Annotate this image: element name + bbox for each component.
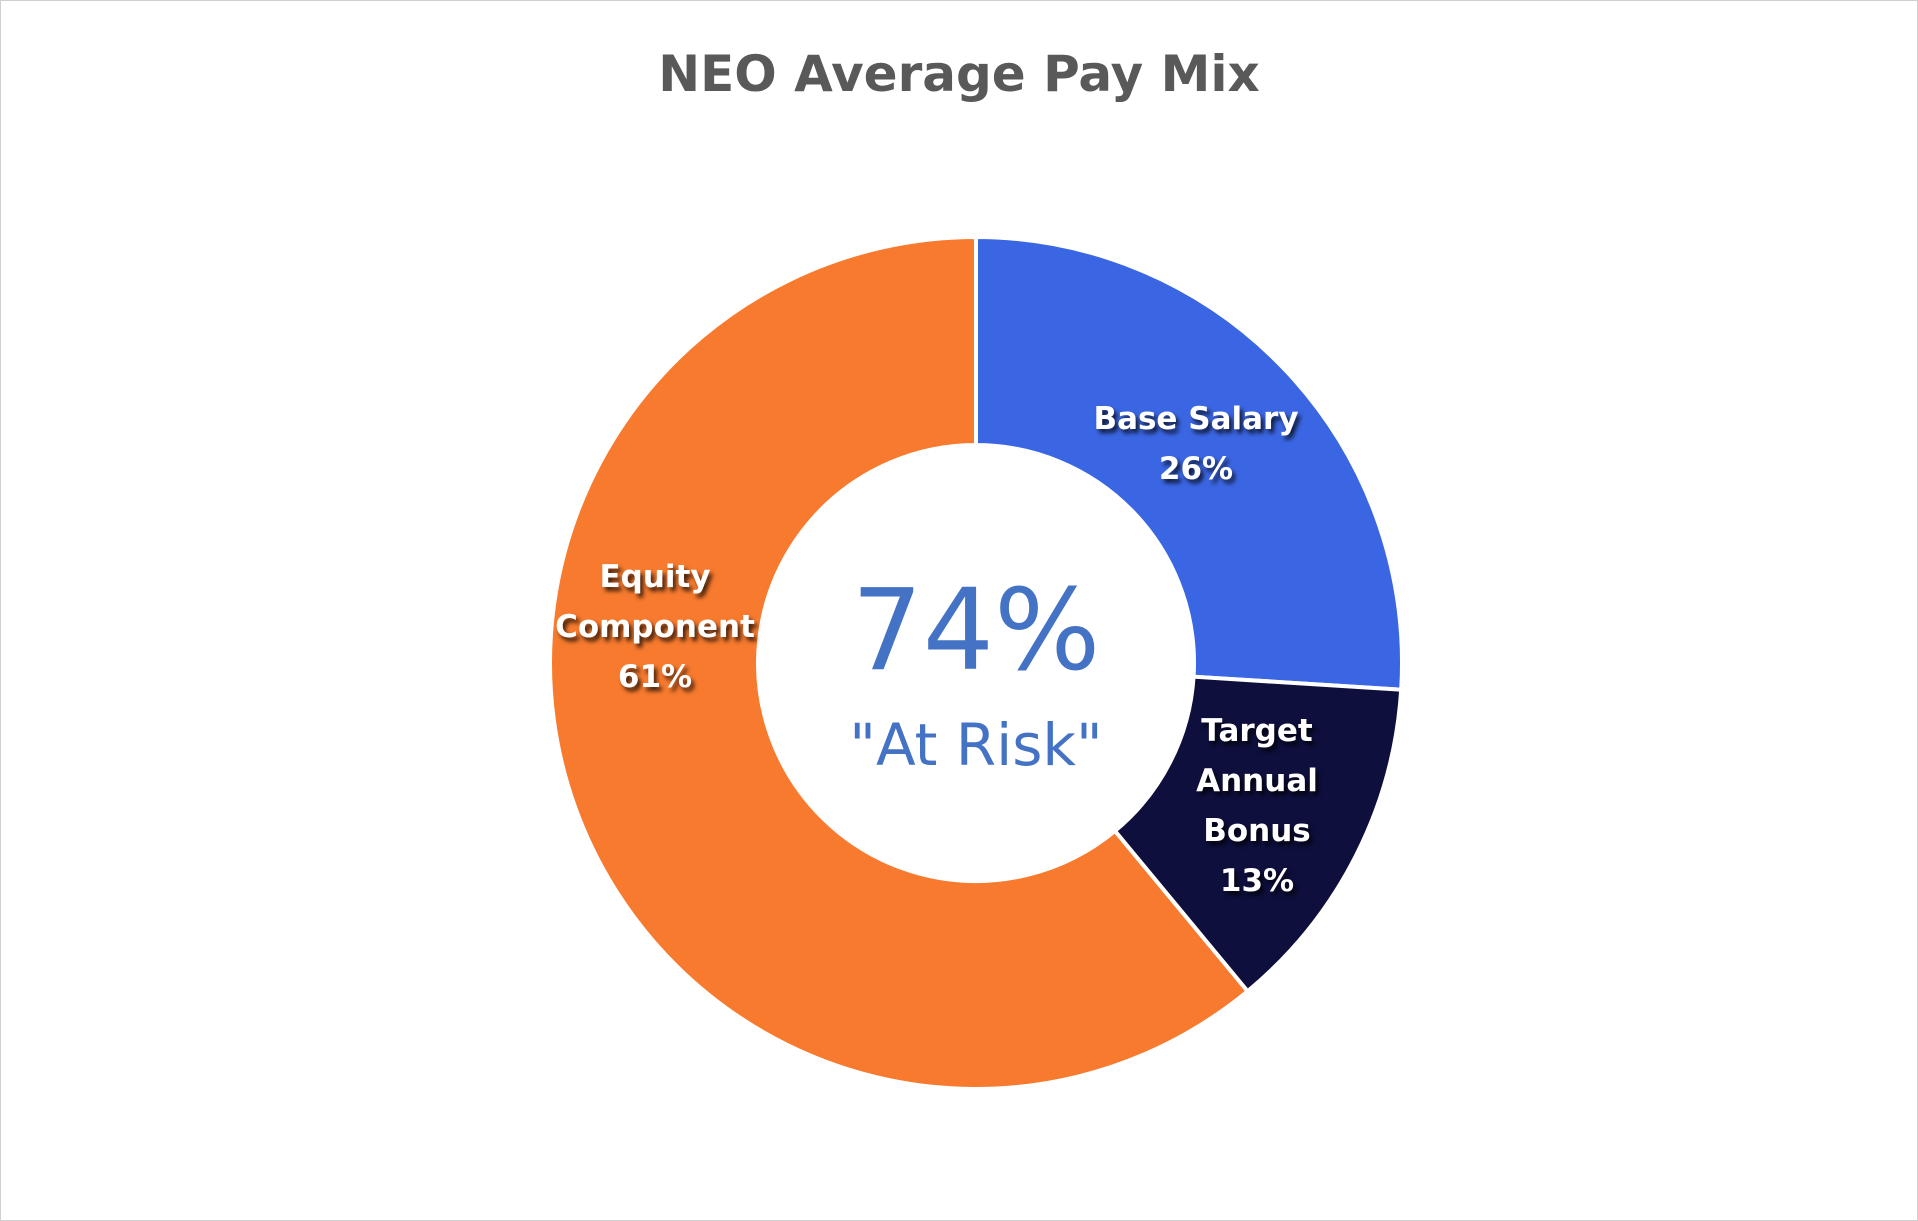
center-annotation: "At Risk" xyxy=(849,711,1103,779)
donut-slice xyxy=(1112,674,1404,995)
category-label: Base Salary xyxy=(1093,401,1299,437)
slice-label: Base Salary 26% xyxy=(1086,394,1306,494)
chart-title: NEO Average Pay Mix xyxy=(658,45,1260,103)
value-label: 61% xyxy=(617,659,693,695)
category-label: Target Annual Bonus xyxy=(1196,713,1318,849)
slice-label: Target Annual Bonus 13% xyxy=(1182,706,1332,906)
center-annotation: 74% xyxy=(851,566,1101,696)
donut-slice xyxy=(974,234,1404,692)
donut-slice xyxy=(547,234,1251,1091)
category-label: Equity Component xyxy=(555,559,755,645)
value-label: 26% xyxy=(1158,451,1234,487)
slice-label: Equity Component 61% xyxy=(550,552,760,702)
value-label: 13% xyxy=(1219,863,1295,899)
